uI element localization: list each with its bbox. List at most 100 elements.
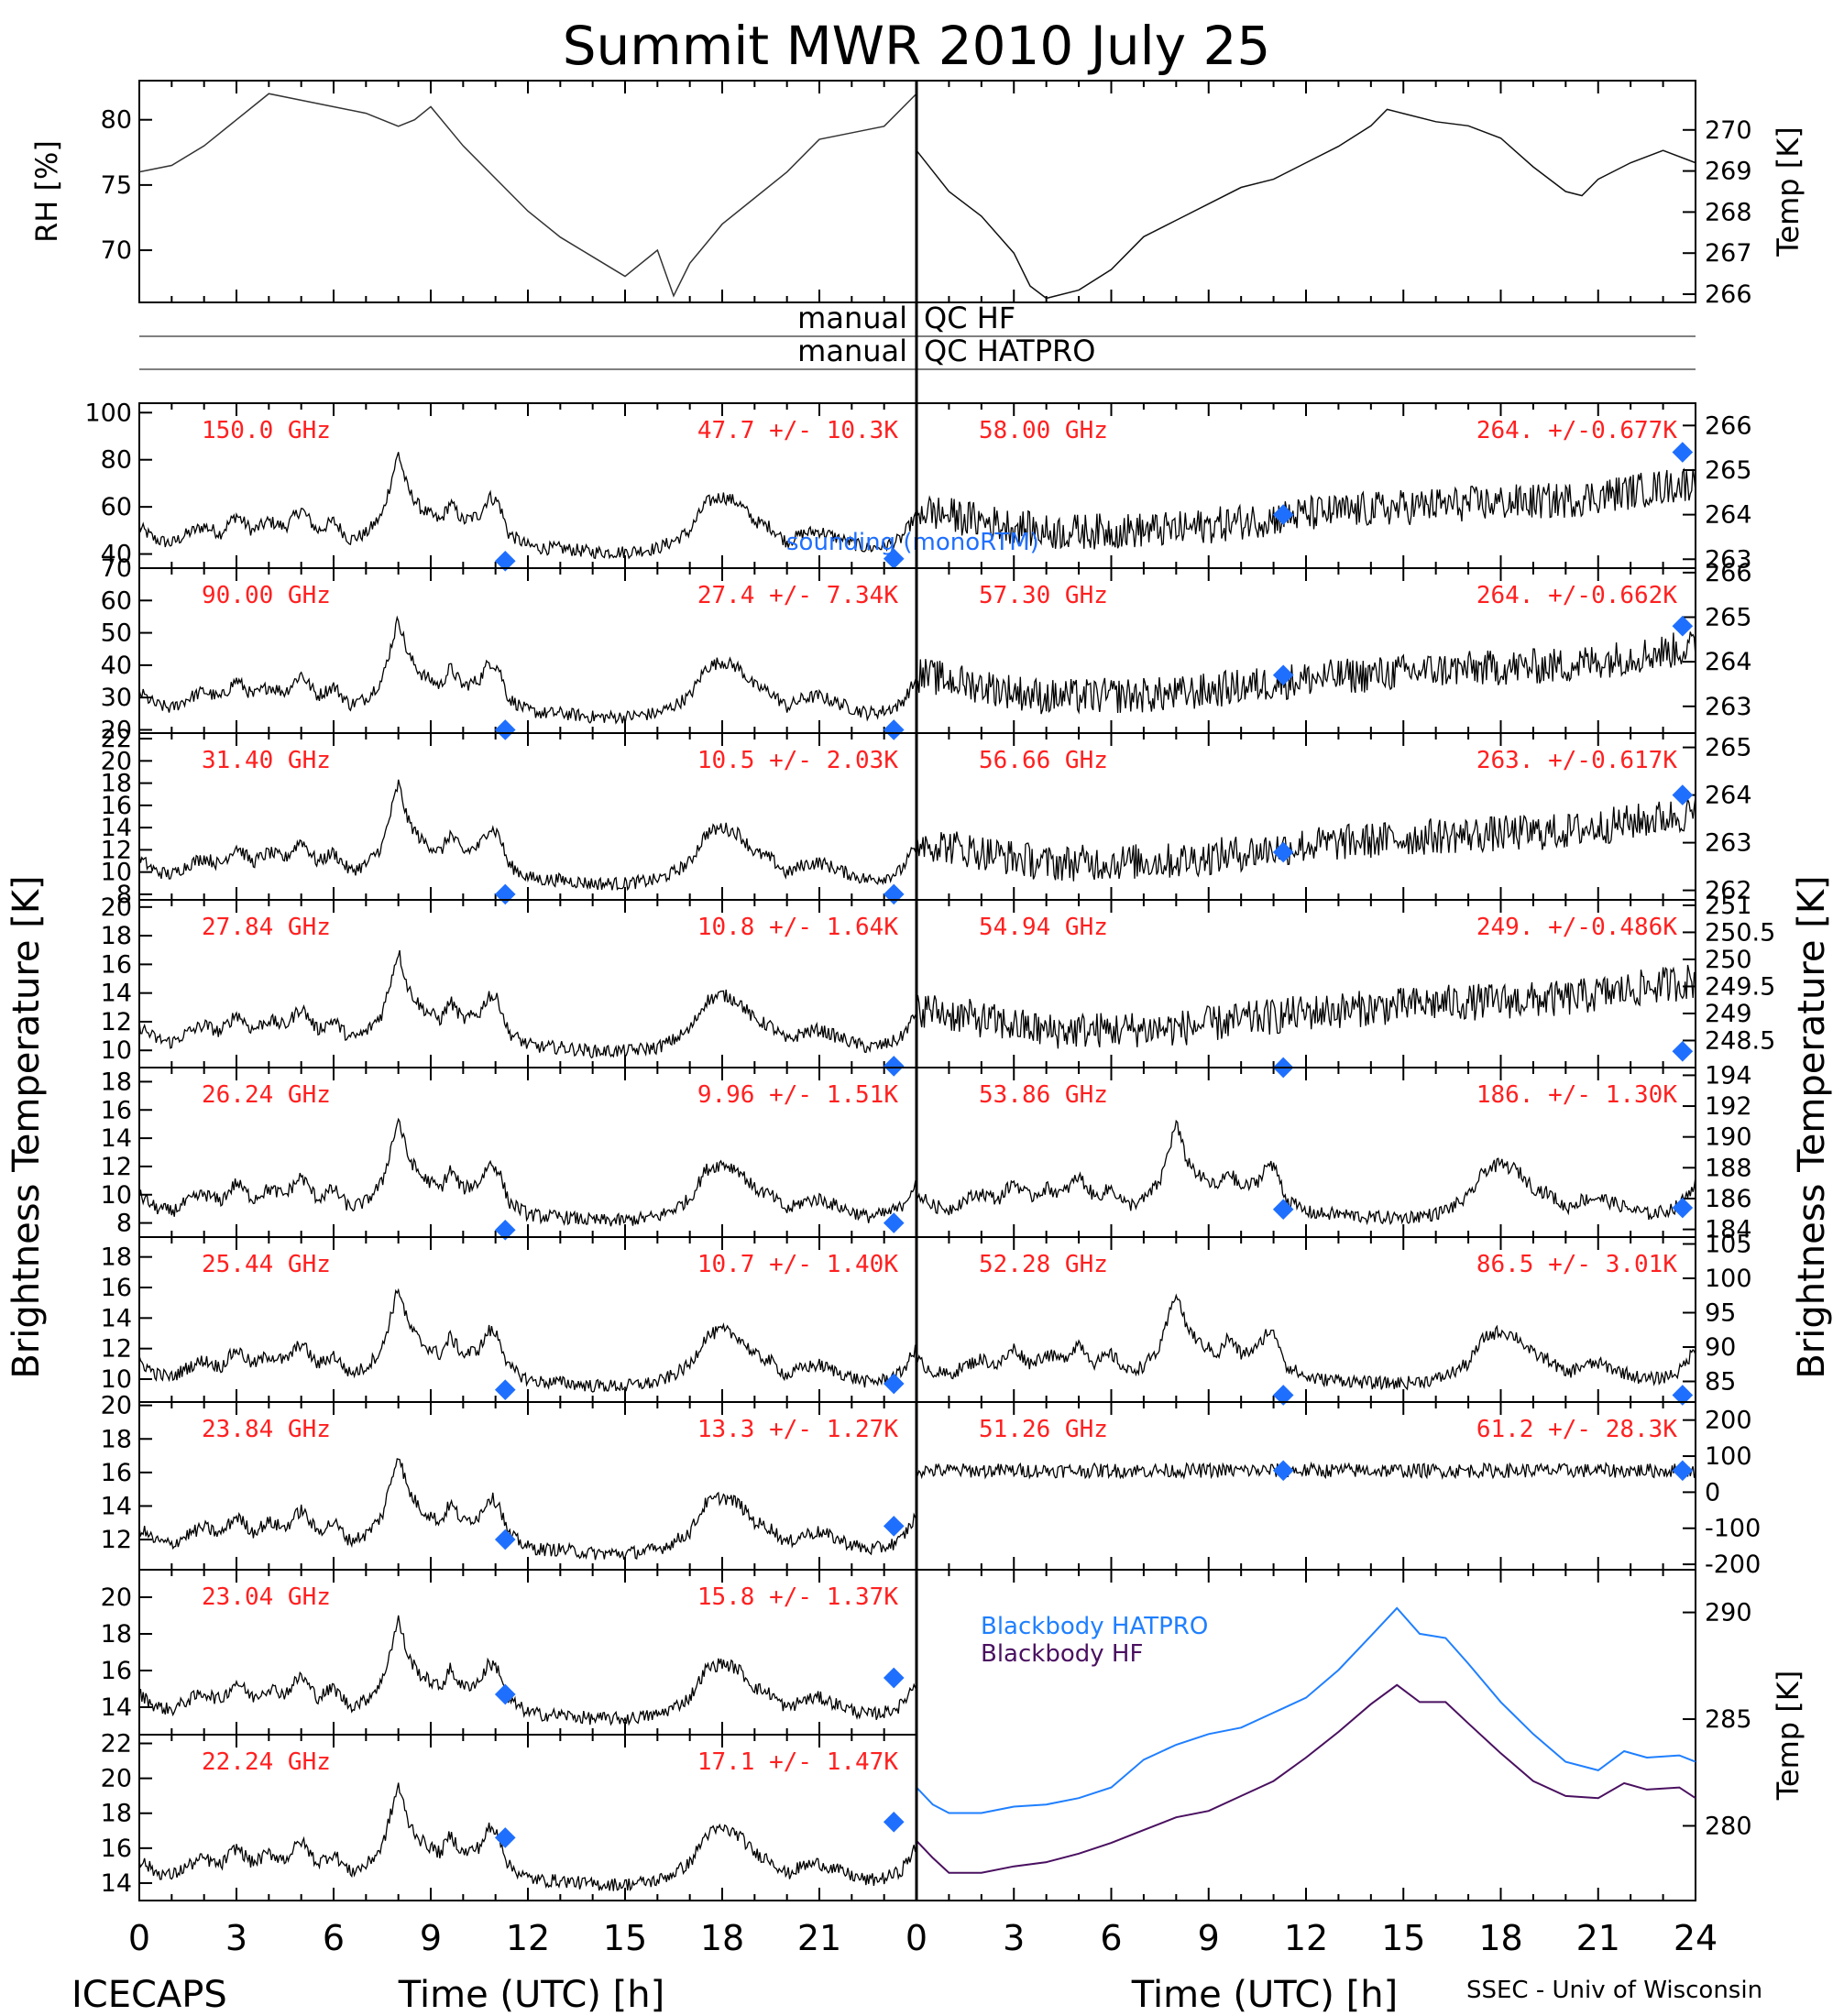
y-tick-label: 14 [101, 1869, 132, 1898]
y-tick-label: 285 [1705, 1705, 1752, 1734]
sounding-point [494, 1827, 516, 1848]
y-tick-label: 190 [1705, 1123, 1752, 1152]
x-tick-label-right: 0 [906, 1918, 927, 1958]
qc-manual-2: manual [797, 334, 907, 368]
trace-line [916, 631, 1696, 715]
sounding-point [1672, 784, 1694, 805]
y-tick-label: 266 [1705, 559, 1752, 587]
sounding-point [494, 1379, 516, 1400]
sounding-point [494, 883, 516, 905]
blackbody-series-1 [916, 1683, 1696, 1874]
y-tick-label: 10 [101, 1365, 132, 1394]
y-tick-label: 18 [101, 1425, 132, 1453]
channel-stats: 10.5 +/- 2.03K [697, 747, 898, 774]
channel-stats: 47.7 +/- 10.3K [697, 417, 898, 444]
trace-line [138, 1782, 917, 1892]
y-tick-label: 249 [1705, 1000, 1752, 1028]
trace-line [916, 796, 1696, 882]
chart-title: Summit MWR 2010 July 25 [563, 15, 1271, 77]
y-tick-label: 265 [1705, 734, 1752, 762]
trace-line [916, 964, 1696, 1049]
x-tick-label-left: 6 [323, 1918, 345, 1958]
channel-label: 27.84 GHz [202, 914, 331, 941]
channel-label: 90.00 GHz [202, 582, 331, 609]
sounding-point [1672, 1460, 1694, 1482]
y-tick-label: 20 [101, 747, 132, 775]
sounding-point [1272, 1460, 1294, 1482]
rh-line [138, 93, 917, 298]
sounding-point [1672, 1040, 1694, 1062]
sounding-point [1272, 1385, 1294, 1406]
channel-stats: 15.8 +/- 1.37K [697, 1583, 898, 1611]
sounding-point [494, 550, 516, 572]
trace-line [138, 779, 917, 892]
y-tick-label: 70 [101, 236, 132, 265]
y-tick-label: 192 [1705, 1092, 1752, 1121]
y-tick-label: 280 [1705, 1812, 1752, 1840]
footer-right: SSEC - Univ of Wisconsin [1466, 1977, 1762, 2004]
y-tick-label: 263 [1705, 545, 1752, 574]
panel-ch5126: -200 -100 0 100 200 51.26 GHz 61.2 +/- 28.3K [916, 1401, 1761, 1579]
y-tick-label: 100 [84, 399, 132, 427]
y-tick-label: 18 [101, 1244, 132, 1272]
y-tick-label: 266 [1705, 280, 1752, 309]
channel-stats: 10.8 +/- 1.64K [697, 914, 898, 941]
y-tick-label: 16 [101, 1274, 132, 1302]
x-tick-label-left: 9 [420, 1918, 442, 1958]
sounding-point [883, 1056, 905, 1077]
trace-line [138, 1615, 917, 1726]
y-tick-label: 268 [1705, 198, 1752, 226]
channel-stats: 263. +/-0.617K [1476, 747, 1677, 774]
y-tick-label: 50 [101, 619, 132, 648]
panel-ch5730: 263 264 265 266 57.30 GHz 264. +/-0.662K [916, 559, 1752, 734]
x-axis-label-left: Time (UTC) [h] [398, 1974, 664, 2016]
y-tick-label: 186 [1705, 1185, 1752, 1213]
y-tick-label: 264 [1705, 782, 1752, 810]
channel-stats: 27.4 +/- 7.34K [697, 582, 898, 609]
channel-stats: 86.5 +/- 3.01K [1476, 1251, 1677, 1278]
x-tick-label-left: 3 [225, 1918, 247, 1958]
sounding-point [1272, 504, 1294, 525]
legend-item: Blackbody HF [981, 1640, 1143, 1668]
trace-line [916, 1461, 1696, 1481]
panel-rh: 70 75 80 RH [%] [29, 80, 917, 303]
sounding-point [883, 548, 905, 570]
x-tick-label-right: 24 [1674, 1918, 1718, 1958]
trace-line [138, 1458, 917, 1561]
x-tick-label-left: 15 [603, 1918, 647, 1958]
sounding-point [883, 1667, 905, 1689]
channel-stats: 61.2 +/- 28.3K [1476, 1416, 1677, 1443]
panel-ch2304: 14 16 18 20 23.04 GHz 15.8 +/- 1.37K [101, 1569, 917, 1736]
x-tick-label-left: 0 [128, 1918, 150, 1958]
y-tick-label: -200 [1705, 1550, 1761, 1579]
panel-ch2224: 14 16 18 20 22 22.24 GHz 17.1 +/- 1.47K [101, 1730, 917, 1901]
right-axis-label: Brightness Temperature [K] [1791, 875, 1833, 1378]
x-tick-label-right: 6 [1100, 1918, 1122, 1958]
temp-line [916, 108, 1696, 300]
y-tick-label: 194 [1705, 1061, 1752, 1090]
channel-label: 23.04 GHz [202, 1583, 331, 1611]
x-tick-label-right: 9 [1198, 1918, 1220, 1958]
trace-line [138, 1287, 917, 1393]
legend-item: Blackbody HATPRO [981, 1613, 1208, 1640]
y-tick-label: 14 [101, 1693, 132, 1722]
channel-label: 25.44 GHz [202, 1251, 331, 1278]
y-tick-label: 40 [101, 541, 132, 569]
sounding-point [1672, 442, 1694, 463]
channel-stats: 249. +/-0.486K [1476, 914, 1677, 941]
y-tick-label: 12 [101, 1335, 132, 1364]
y-tick-label: 14 [101, 980, 132, 1008]
y-tick-label: 16 [101, 1459, 132, 1487]
trace-line [916, 1293, 1696, 1391]
footer-left: ICECAPS [71, 1974, 227, 2016]
y-tick-label: 14 [101, 1304, 132, 1332]
x-tick-label-left: 12 [506, 1918, 550, 1958]
y-tick-label: 75 [101, 171, 132, 200]
channel-stats: 10.7 +/- 1.40K [697, 1251, 898, 1278]
y-tick-label: 262 [1705, 877, 1752, 905]
y-tick-label: 263 [1705, 829, 1752, 858]
